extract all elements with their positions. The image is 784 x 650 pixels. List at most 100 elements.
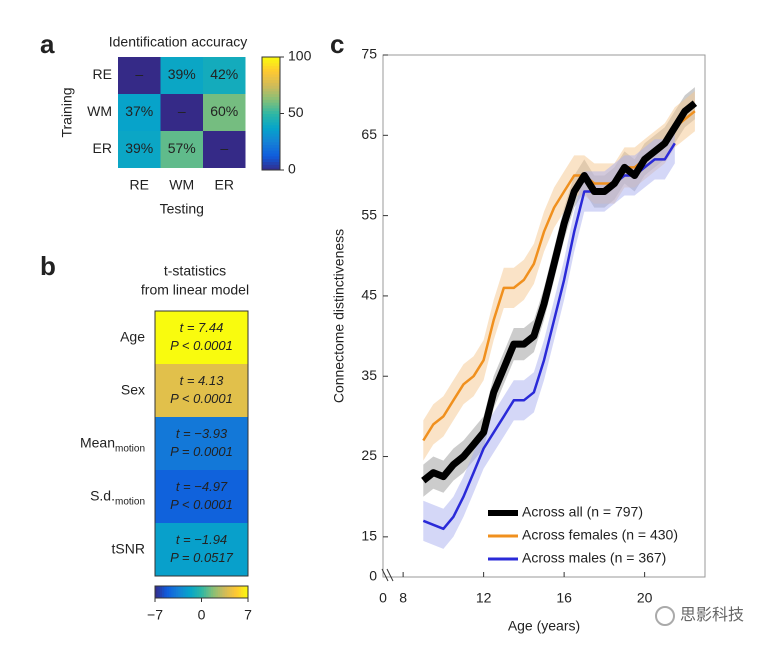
watermark-icon — [655, 606, 675, 626]
tile — [155, 364, 248, 417]
y-tick-label: WM — [87, 103, 112, 119]
colorbar-segment — [262, 150, 280, 154]
heatmap-cell — [160, 57, 203, 94]
row-label: S.d.motion — [90, 487, 145, 507]
tile-value-label: t = −4.97 — [176, 479, 228, 494]
y-tick-label: 55 — [361, 206, 377, 222]
colorbar-segment — [262, 113, 280, 117]
colorbar-tick-label: 50 — [288, 104, 304, 120]
y-origin-label: 0 — [369, 568, 377, 584]
chart-title: t-statistics — [164, 263, 226, 279]
colorbar-segment — [262, 110, 280, 114]
colorbar-segment — [243, 586, 247, 598]
x-tick-label: RE — [130, 177, 149, 193]
x-tick-label: 16 — [556, 590, 572, 606]
colorbar-segment — [215, 586, 219, 598]
colorbar-segment — [199, 586, 202, 598]
row-label-subscript: motion — [115, 496, 145, 507]
colorbar-segment — [217, 586, 221, 598]
colorbar-segment — [262, 62, 280, 66]
colorbar-segment — [178, 586, 182, 598]
colorbar-segment — [262, 164, 280, 168]
panel-letter: b — [40, 251, 56, 281]
cell-label: 60% — [210, 103, 238, 119]
x-tick-label: 8 — [399, 590, 407, 606]
colorbar-segment — [185, 586, 189, 598]
row-label: Sex — [121, 381, 145, 397]
cell-label: 39% — [125, 140, 153, 156]
tile-p-label: P = 0.0517 — [170, 550, 234, 565]
cell-label: 57% — [168, 140, 196, 156]
y-tick-label: 15 — [361, 528, 377, 544]
colorbar-segment — [262, 102, 280, 106]
colorbar-tick-label: −7 — [147, 607, 163, 623]
colorbar-segment — [262, 93, 280, 98]
tile-value-label: t = −3.93 — [176, 426, 228, 441]
row-label: Meanmotion — [80, 434, 145, 454]
y-tick-label: 25 — [361, 447, 377, 463]
series-line — [421, 100, 698, 484]
row-label: tSNR — [112, 540, 145, 556]
colorbar-segment — [238, 586, 242, 598]
row-label-main: S.d. — [90, 487, 115, 503]
heatmap-cell — [203, 94, 246, 131]
legend-label: Across all (n = 797) — [522, 504, 643, 520]
colorbar-segment — [231, 586, 235, 598]
colorbar-segment — [155, 586, 158, 598]
legend-label: Across males (n = 367) — [522, 550, 666, 566]
colorbar-segment — [262, 107, 280, 112]
panel-letter: a — [40, 29, 55, 59]
colorbar-segment — [262, 158, 280, 163]
colorbar-segment — [262, 153, 280, 157]
plot-frame — [382, 54, 706, 578]
colorbar-segment — [201, 586, 205, 598]
cell-label: 42% — [210, 66, 238, 82]
cell-label: 37% — [125, 103, 153, 119]
panel-letter: c — [330, 29, 344, 59]
colorbar-segment — [164, 586, 168, 598]
legend-label: Across females (n = 430) — [522, 527, 678, 543]
row-label-main: Age — [120, 328, 145, 344]
chart-title: Identification accuracy — [109, 34, 248, 50]
colorbar-segment — [182, 586, 186, 598]
tile-frame — [154, 310, 249, 577]
y-tick-label: 35 — [361, 367, 377, 383]
y-axis-label: Connectome distinctiveness — [331, 229, 347, 403]
colorbar-segment — [196, 586, 200, 598]
axis-break — [386, 568, 394, 582]
y-tick-label: 45 — [361, 287, 377, 303]
tile — [155, 311, 248, 364]
row-label-main: tSNR — [112, 540, 145, 556]
colorbar-segment — [168, 586, 172, 598]
colorbar-segment — [262, 73, 280, 78]
colorbar-segment — [175, 586, 179, 598]
tile-value-label: t = −1.94 — [176, 532, 227, 547]
heatmap-cell — [160, 94, 203, 131]
colorbar-segment — [262, 119, 280, 123]
colorbar-segment — [161, 586, 165, 598]
row-label-main: Mean — [80, 434, 115, 450]
x-tick-label: WM — [169, 177, 194, 193]
y-tick-label: 75 — [361, 46, 377, 62]
colorbar-segment — [262, 144, 280, 148]
colorbar-segment — [262, 141, 280, 146]
x-tick-label: 20 — [637, 590, 653, 606]
chart-title: from linear model — [141, 282, 249, 298]
colorbar-segment — [262, 124, 280, 129]
colorbar-segment — [220, 586, 223, 598]
y-tick-label: RE — [93, 66, 112, 82]
colorbar-segment — [159, 586, 163, 598]
colorbar-segment — [262, 96, 280, 100]
colorbar-segment — [192, 586, 196, 598]
colorbar-segment — [173, 586, 177, 598]
row-label-subscript: motion — [115, 443, 145, 454]
heatmap-cell — [118, 57, 161, 94]
colorbar-segment — [262, 133, 280, 137]
cell-label: 39% — [168, 66, 196, 82]
colorbar-segment — [236, 586, 240, 598]
colorbar-segment — [245, 586, 249, 598]
row-label-main: Sex — [121, 381, 145, 397]
colorbar-tick-label: 0 — [198, 607, 206, 623]
y-axis-label: Training — [59, 87, 75, 137]
